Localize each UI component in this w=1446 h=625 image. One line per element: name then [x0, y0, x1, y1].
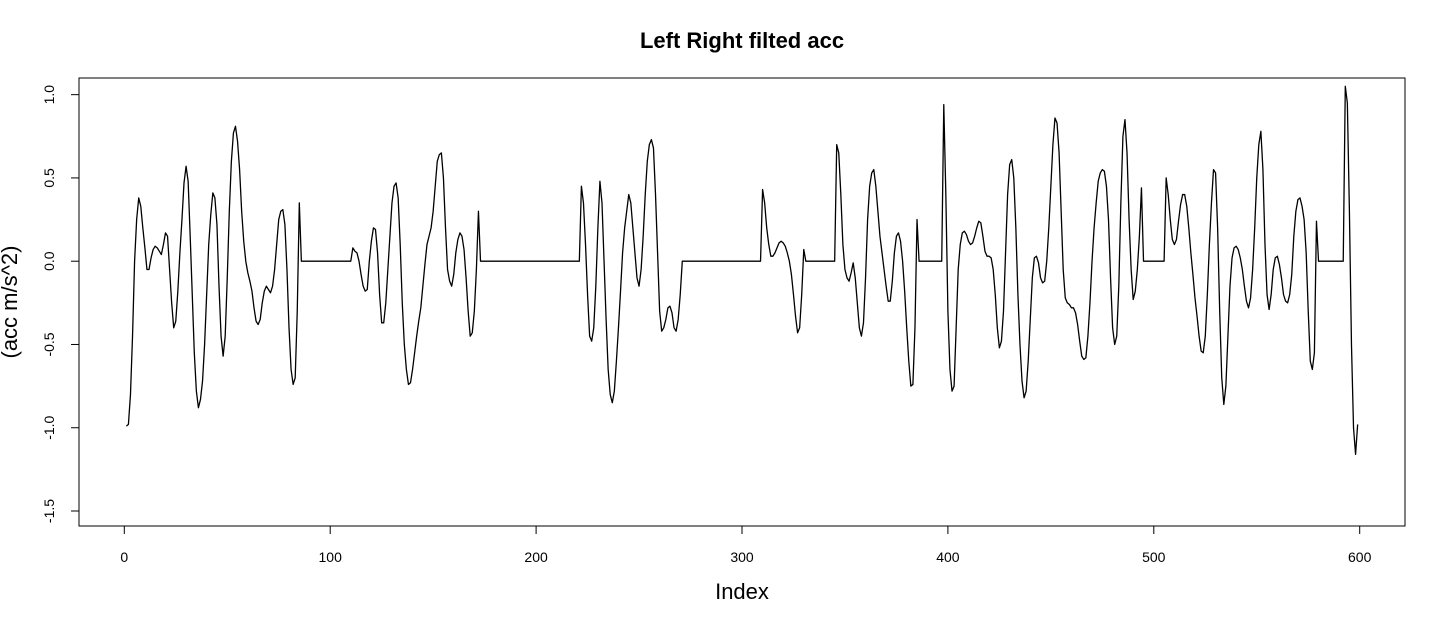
- x-axis-label: Index: [715, 579, 769, 604]
- y-tick-label: 1.0: [41, 85, 57, 105]
- y-axis: -1.5 -1.0 -0.5 0.0 0.5 1.0: [41, 85, 80, 523]
- chart-title: Left Right filted acc: [640, 28, 844, 53]
- plot-box: [78, 77, 1406, 527]
- y-tick-label: -1.5: [41, 499, 57, 523]
- y-tick-label: -1.0: [41, 415, 57, 439]
- y-axis-label: (acc m/s^2): [0, 246, 22, 359]
- x-axis: 0 100 200 300 400 500 600: [120, 525, 1372, 565]
- series-line: [125, 85, 1359, 456]
- x-tick-label: 200: [524, 549, 548, 565]
- x-tick-label: 300: [730, 549, 754, 565]
- x-tick-label: 100: [319, 549, 343, 565]
- y-tick-label: 0.5: [41, 168, 57, 188]
- y-tick-label: -0.5: [41, 332, 57, 356]
- x-tick-label: 0: [120, 549, 128, 565]
- x-tick-label: 500: [1142, 549, 1166, 565]
- x-tick-label: 600: [1348, 549, 1372, 565]
- y-tick-label: 0.0: [41, 251, 57, 271]
- series-layer: [125, 85, 1359, 456]
- x-tick-label: 400: [936, 549, 960, 565]
